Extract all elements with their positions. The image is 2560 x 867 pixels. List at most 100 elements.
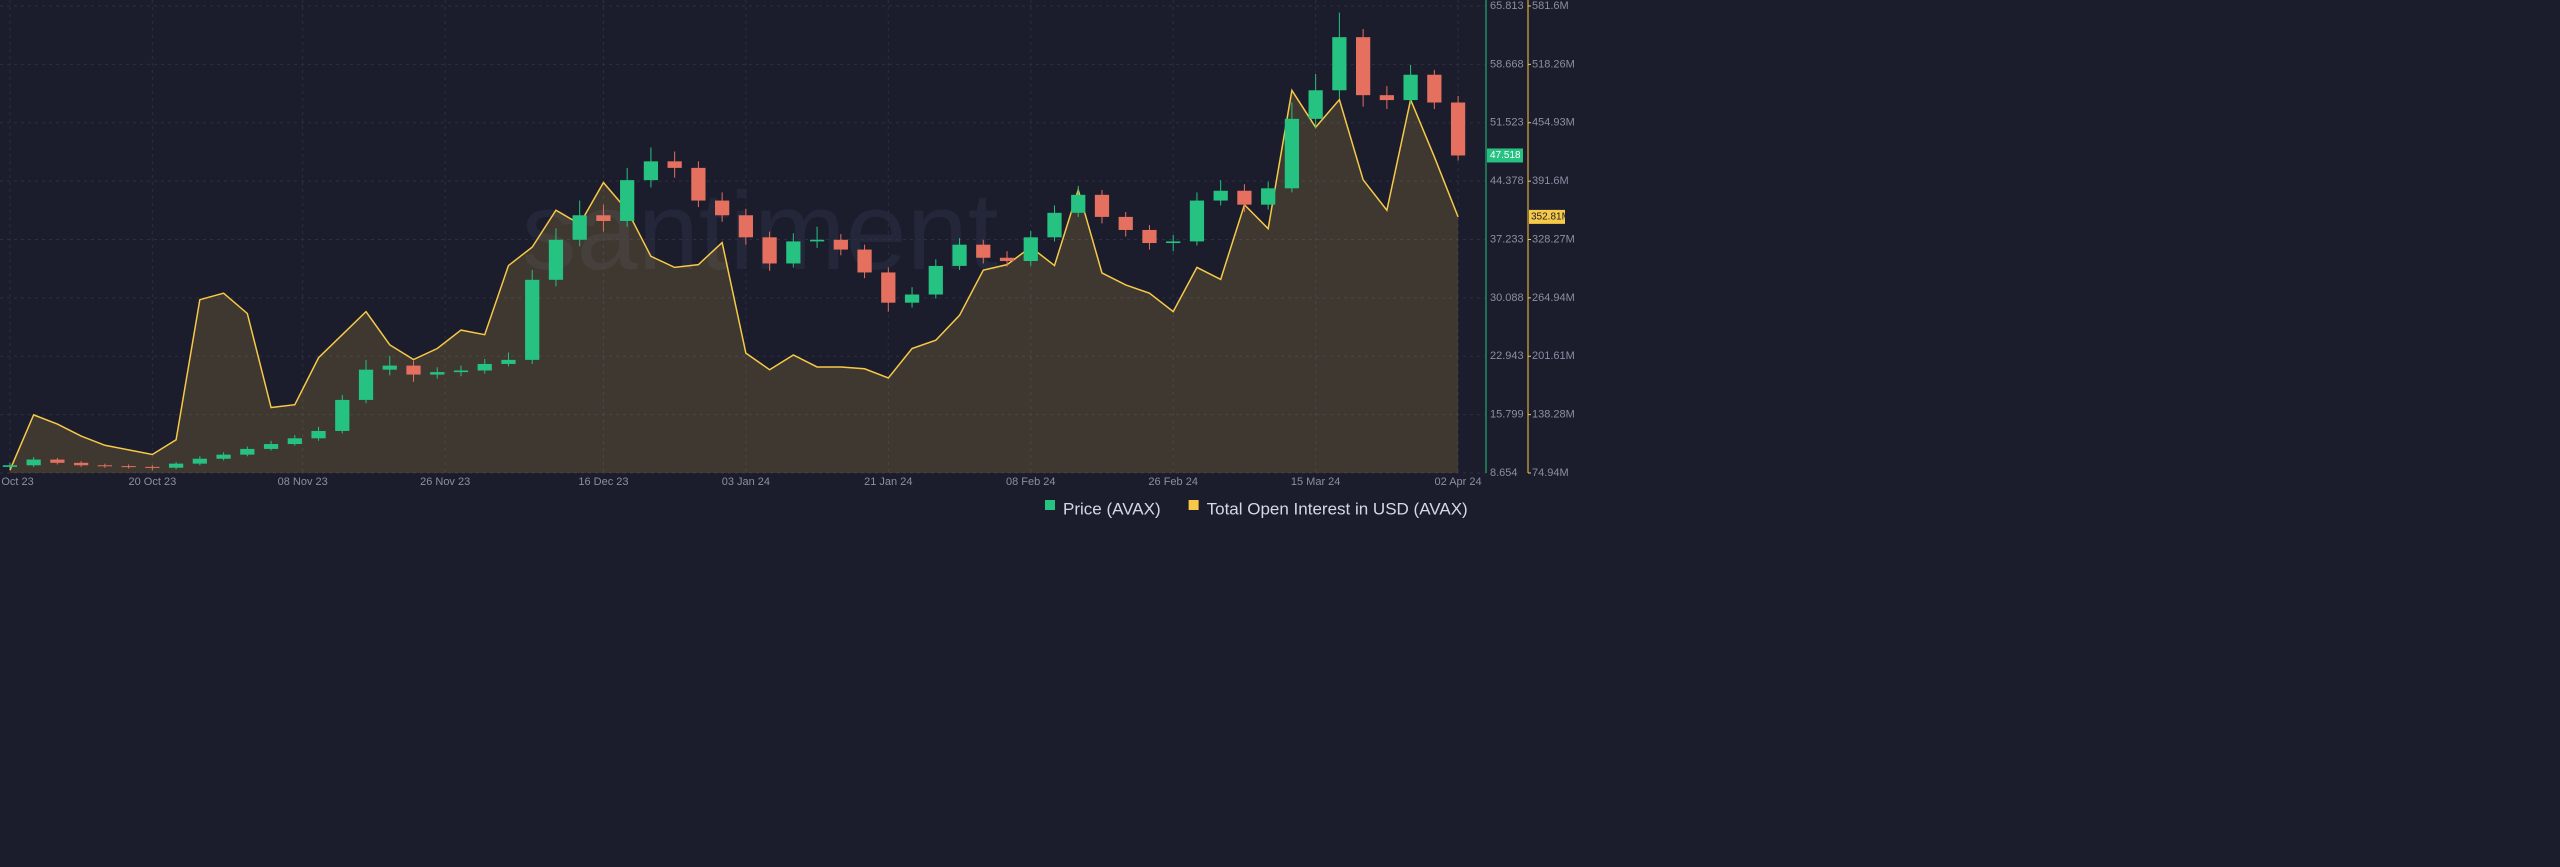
x-tick-label: 26 Feb 24 (1148, 476, 1198, 488)
y-tick-label: 37.233 (1490, 233, 1524, 245)
candle-body (1308, 90, 1323, 119)
candle-body (572, 215, 587, 240)
y2-tick-label: 581.6M (1532, 0, 1569, 12)
y2-tick-label: 74.94M (1532, 467, 1569, 479)
y-tick-label: 65.813 (1490, 0, 1524, 12)
x-tick-label: 21 Jan 24 (864, 476, 912, 488)
candle-body (833, 239, 848, 250)
x-tick-label: 26 Nov 23 (420, 476, 470, 488)
legend-label: Total Open Interest in USD (AVAX) (1207, 499, 1468, 518)
x-tick-label: 15 Mar 24 (1291, 476, 1341, 488)
candle-body (168, 463, 184, 468)
candle-body (525, 279, 540, 360)
candle-body (667, 161, 682, 168)
legend-label: Price (AVAX) (1063, 499, 1161, 518)
legend-swatch (1188, 500, 1199, 510)
y-tick-label: 58.668 (1490, 58, 1524, 70)
candle-body (240, 448, 255, 455)
candle-body (216, 454, 231, 459)
last-value-label: 352.81M (1531, 212, 1570, 223)
candle-body (26, 459, 41, 466)
candle-body (809, 239, 825, 242)
candle-body (358, 369, 374, 400)
x-tick-label: 08 Nov 23 (278, 476, 328, 488)
candle-body (596, 215, 611, 221)
candle-body (1166, 241, 1181, 244)
candle-body (1189, 200, 1205, 242)
candle-body (1094, 194, 1110, 217)
y2-tick-label: 138.28M (1532, 409, 1575, 421)
x-tick-label: 02 Oct 23 (0, 476, 34, 488)
candle-body (1118, 216, 1133, 230)
y2-tick-label: 328.27M (1532, 233, 1575, 245)
candle-body (1047, 212, 1062, 238)
candle-body (928, 265, 943, 295)
legend-swatch (1045, 500, 1055, 510)
candle-body (738, 215, 753, 238)
candle-body (1284, 118, 1300, 189)
y2-tick-label: 391.6M (1532, 175, 1569, 187)
candle-body (976, 244, 991, 258)
x-tick-label: 08 Feb 24 (1006, 476, 1056, 488)
candle-body (1023, 237, 1038, 262)
y-tick-label: 15.799 (1490, 409, 1524, 421)
candle-body (121, 466, 136, 468)
candle-body (97, 465, 112, 467)
candle-body (857, 249, 872, 273)
x-tick-label: 16 Dec 23 (578, 476, 628, 488)
candle-body (952, 244, 967, 266)
candle-body (620, 180, 635, 221)
line (9, 88, 1459, 471)
last-value-tag (1487, 148, 1523, 163)
y2-tick-label: 518.26M (1532, 58, 1575, 70)
candle-body (881, 272, 896, 303)
candle-body (1332, 37, 1347, 91)
candle-body (192, 458, 207, 464)
y-tick-label: 8.654 (1490, 467, 1518, 479)
y2-tick-label: 264.94M (1532, 292, 1575, 304)
y2-tick-label: 201.61M (1532, 350, 1575, 362)
candle-body (50, 459, 65, 463)
candle-body (74, 462, 89, 466)
last-value-tag (1529, 209, 1565, 224)
candle-body (1379, 95, 1394, 101)
candle-body (406, 365, 421, 375)
legend: Price (AVAX) Total Open Interest in USD (… (1045, 499, 1468, 518)
candle-body (501, 359, 516, 364)
candle-body (1213, 190, 1228, 201)
candle-body (145, 466, 160, 468)
candle-body (263, 444, 279, 449)
candle-body (1071, 194, 1086, 213)
candle-body (715, 200, 730, 216)
x-tick-label: 03 Jan 24 (722, 476, 770, 488)
candle-body (1356, 37, 1371, 96)
candle-body (287, 438, 302, 445)
y-tick-label: 44.378 (1490, 175, 1524, 187)
candle-body (999, 257, 1015, 262)
candle-body (2, 465, 18, 467)
candle-body (786, 241, 801, 264)
candle-body (762, 237, 777, 264)
candle-body (311, 430, 326, 439)
x-tick-label: 20 Oct 23 (129, 476, 177, 488)
y-tick-label: 22.943 (1490, 350, 1524, 362)
candle-body (1450, 102, 1466, 156)
candle-body (1427, 74, 1442, 103)
last-value-label: 47.518 (1490, 150, 1521, 161)
candle-body (382, 365, 397, 370)
candle-body (1403, 74, 1418, 101)
y2-tick-label: 454.93M (1532, 117, 1575, 129)
candle-body (1142, 229, 1157, 244)
x-tick-label: 02 Apr 24 (1435, 476, 1482, 488)
candle-body (477, 363, 492, 371)
candle-body (1237, 190, 1252, 205)
candle-body (691, 167, 706, 201)
candle-body (430, 372, 445, 375)
candle-body (643, 161, 659, 181)
candle-body (335, 399, 350, 431)
candle-body (548, 239, 564, 280)
candle-body (904, 294, 920, 303)
y-tick-label: 51.523 (1490, 117, 1524, 129)
